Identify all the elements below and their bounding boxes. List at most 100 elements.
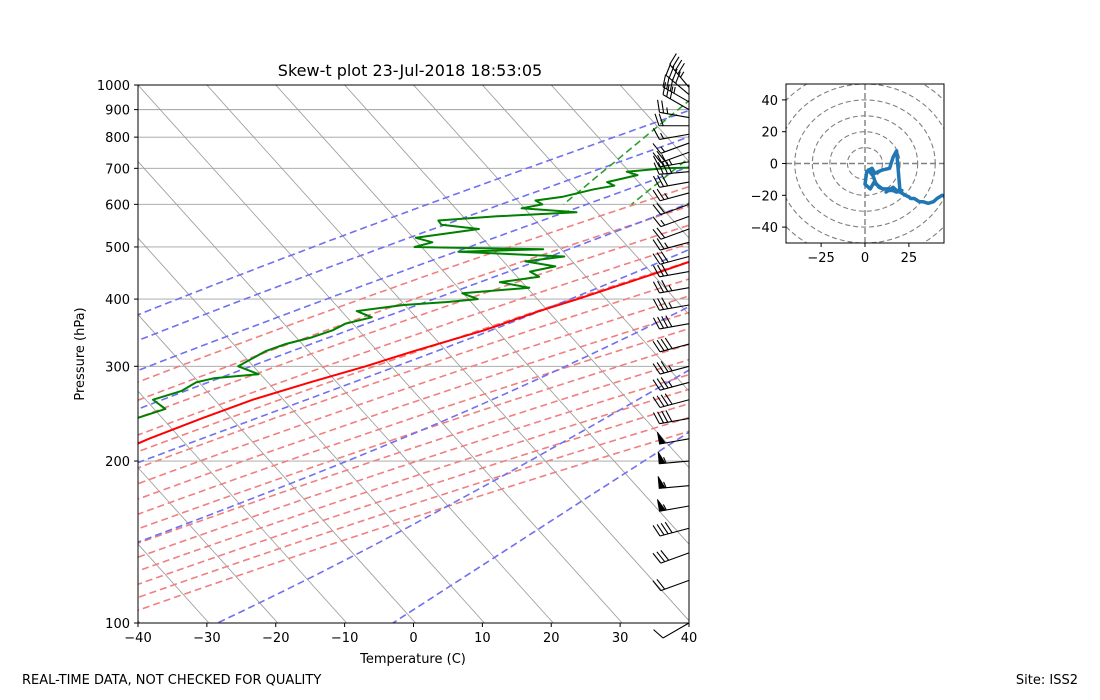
x-tick-label: 40 (681, 631, 698, 646)
moist-adiabat (138, 248, 689, 464)
moist-adiabat (217, 369, 689, 623)
wind-barb (652, 550, 690, 564)
mixing-ratio-line (722, 85, 875, 204)
y-tick-label: 400 (105, 293, 130, 308)
isotherm-line (482, 85, 689, 316)
dry-adiabat (138, 260, 689, 453)
x-tick-label: −10 (331, 631, 358, 646)
wind-barb (652, 361, 690, 375)
wind-barb (652, 128, 690, 140)
isotherm-line (827, 85, 1100, 623)
wind-barb (653, 622, 690, 639)
wind-barb (652, 410, 690, 425)
dry-adiabat (138, 388, 689, 572)
isotherm-line (0, 85, 2, 623)
hodo-x-tick-label: −25 (807, 251, 834, 266)
y-tick-label: 800 (105, 131, 130, 146)
y-tick-label: 600 (105, 198, 130, 213)
skewt-title: Skew-t plot 23-Jul-2018 18:53:05 (278, 61, 542, 80)
wind-barb (652, 142, 690, 154)
wind-barb (652, 215, 690, 228)
y-axis-label: Pressure (hPa) (73, 307, 88, 400)
y-tick-label: 900 (105, 104, 130, 119)
isotherm-line (0, 85, 71, 623)
isotherm-line (138, 390, 348, 623)
wind-barb (652, 174, 690, 188)
y-tick-label: 200 (105, 455, 130, 470)
hodo-y-tick-label: −20 (751, 189, 778, 204)
wind-barb (656, 431, 690, 445)
isotherm-line (688, 85, 689, 86)
x-tick-label: −40 (124, 631, 151, 646)
wind-barb (652, 521, 690, 537)
dry-adiabat (138, 311, 689, 500)
dry-adiabat (138, 295, 689, 485)
x-tick-label: 0 (409, 631, 417, 646)
dry-adiabat (138, 278, 689, 469)
wind-barb (652, 315, 690, 330)
hodo-x-tick-label: 25 (901, 251, 918, 266)
x-tick-label: 10 (474, 631, 491, 646)
wind-barb (662, 82, 690, 111)
y-tick-label: 300 (105, 360, 130, 375)
mixing-ratio-line (923, 85, 1089, 204)
y-tick-label: 100 (105, 617, 130, 632)
wind-barb (652, 263, 690, 278)
dry-adiabat (138, 327, 689, 516)
wind-barb (652, 188, 690, 202)
wind-barb (652, 251, 690, 265)
hodo-y-tick-label: 20 (761, 126, 778, 141)
hodo-y-tick-label: 40 (761, 94, 778, 109)
dewpoint-profile (138, 166, 689, 419)
x-tick-label: −20 (262, 631, 289, 646)
site-label: Site: ISS2 (1015, 673, 1078, 688)
wind-barb (653, 161, 690, 175)
moist-adiabat (392, 431, 689, 623)
wind-barb (652, 377, 690, 391)
wind-barb (657, 451, 690, 465)
y-tick-label: 1000 (97, 79, 130, 94)
wind-barb (652, 297, 690, 311)
wind-barb (652, 238, 690, 251)
isotherm-line (138, 237, 485, 623)
isotherm-line (138, 313, 416, 623)
hodo-x-tick-label: 0 (861, 251, 869, 266)
x-tick-label: 30 (612, 631, 629, 646)
isotherm-line (550, 85, 689, 239)
wind-barb (652, 227, 690, 240)
wind-barb (652, 578, 690, 592)
mixing-ratio-line (812, 85, 971, 204)
x-tick-label: −30 (193, 631, 220, 646)
hodo-y-tick-label: 0 (770, 158, 778, 173)
wind-barb (654, 113, 689, 127)
wind-barbs (652, 53, 690, 639)
moist-adiabat (138, 109, 689, 316)
wind-barb (652, 393, 690, 409)
isotherm-line (619, 85, 689, 163)
hodo-y-tick-label: −40 (751, 221, 778, 236)
isotherm-line (275, 85, 689, 545)
x-tick-label: 20 (543, 631, 560, 646)
quality-disclaimer: REAL-TIME DATA, NOT CHECKED FOR QUALITY (22, 673, 322, 688)
dry-adiabat (138, 373, 689, 559)
isotherm-line (206, 85, 689, 622)
mixing-ratio-line (880, 85, 1043, 204)
wind-barb (657, 476, 690, 489)
mixing-ratio-line (939, 85, 1100, 204)
dry-adiabat (138, 343, 689, 530)
hodograph-rings (786, 84, 944, 243)
isotherm-line (138, 466, 279, 623)
wind-barb (657, 99, 690, 119)
hodograph-axes: −25 0 25 −40 −20 0 20 40 (751, 94, 918, 266)
wind-barb (652, 202, 690, 216)
hodograph-line (863, 149, 944, 206)
mixing-ratio-line (904, 85, 1069, 204)
dry-adiabat (138, 430, 689, 612)
dry-adiabat (138, 205, 689, 402)
skewt-axes: −40 −30 −20 −10 0 10 20 30 40 1000 900 800 700 600 500… (97, 79, 697, 646)
moist-adiabat (138, 202, 689, 410)
skewt-profiles (138, 166, 689, 445)
isotherm-line (758, 85, 1100, 623)
wind-barb (652, 280, 690, 294)
